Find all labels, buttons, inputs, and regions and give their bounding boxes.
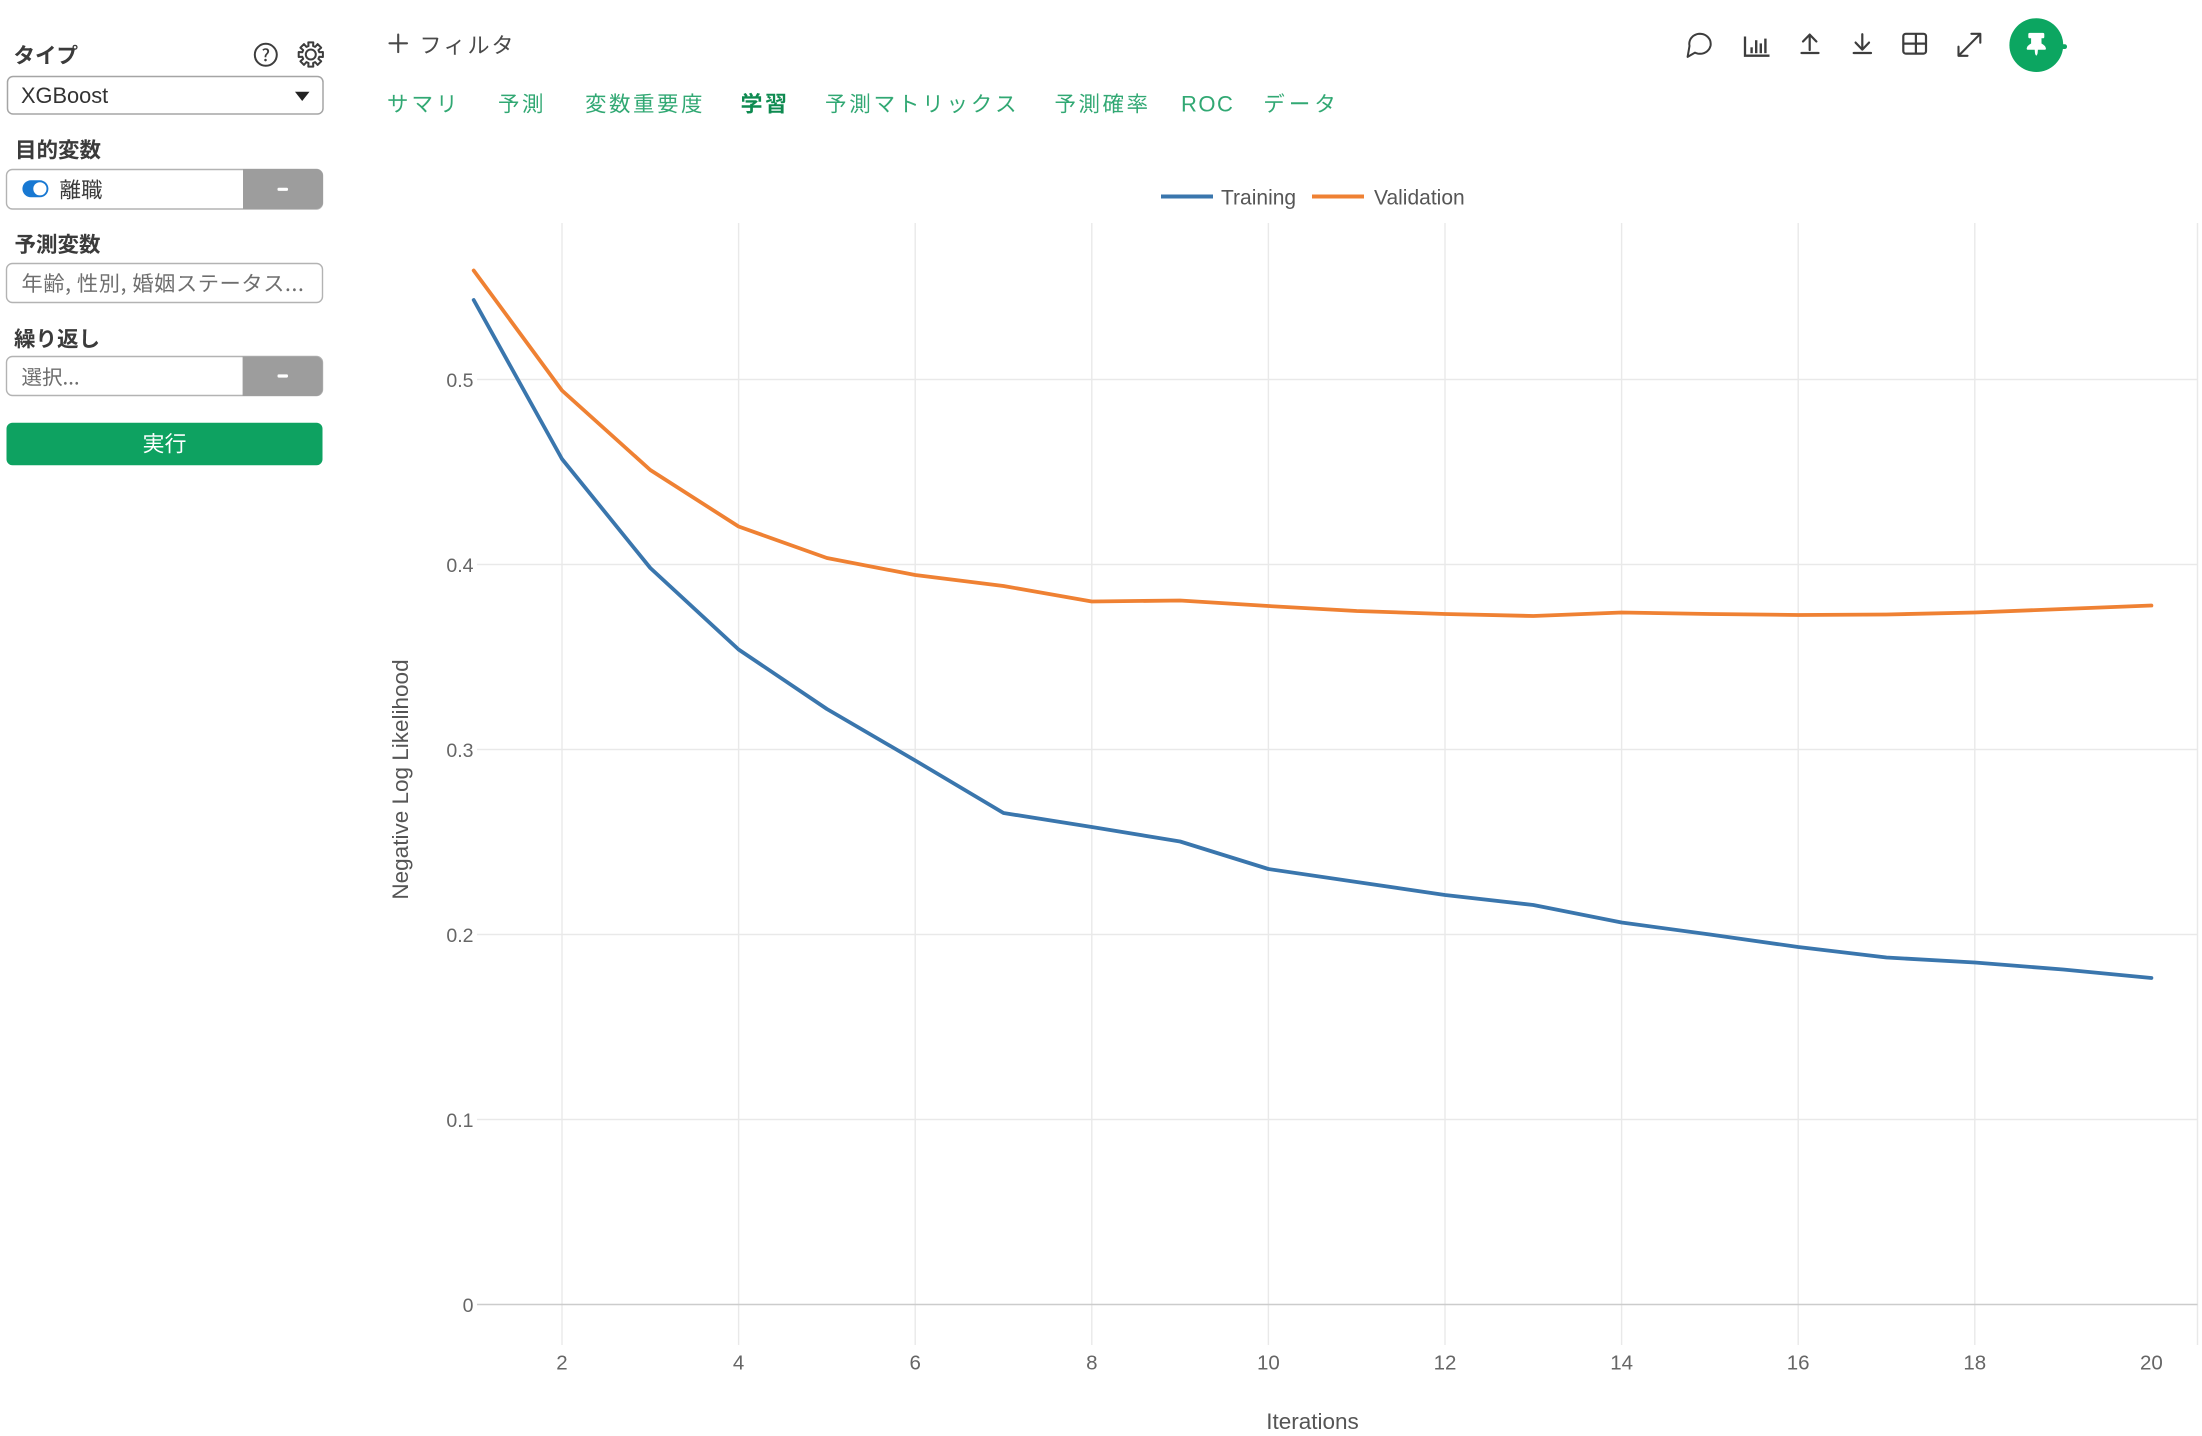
svg-text:16: 16 xyxy=(1787,1352,1810,1375)
svg-text:0.1: 0.1 xyxy=(446,1110,473,1132)
svg-text:18: 18 xyxy=(1963,1352,1986,1375)
svg-text:2: 2 xyxy=(556,1352,567,1375)
svg-text:0.2: 0.2 xyxy=(446,925,473,947)
svg-text:12: 12 xyxy=(1434,1352,1457,1375)
svg-text:0.4: 0.4 xyxy=(446,555,473,577)
svg-text:0: 0 xyxy=(463,1295,474,1317)
svg-text:8: 8 xyxy=(1086,1352,1097,1375)
svg-text:14: 14 xyxy=(1610,1352,1633,1375)
svg-text:10: 10 xyxy=(1257,1352,1280,1375)
svg-text:Training: Training xyxy=(1221,187,1296,210)
svg-text:0.3: 0.3 xyxy=(446,740,473,762)
svg-text:20: 20 xyxy=(2140,1352,2163,1375)
svg-text:0.5: 0.5 xyxy=(446,370,473,392)
svg-text:XGBoost: XGBoost xyxy=(21,83,108,108)
svg-text:Validation: Validation xyxy=(1374,187,1465,210)
svg-text:6: 6 xyxy=(909,1352,920,1375)
svg-text:Iterations: Iterations xyxy=(1266,1409,1359,1434)
svg-text:Negative Log Likelihood: Negative Log Likelihood xyxy=(388,659,413,899)
svg-text:4: 4 xyxy=(733,1352,744,1375)
svg-text:ROC: ROC xyxy=(1181,92,1234,117)
